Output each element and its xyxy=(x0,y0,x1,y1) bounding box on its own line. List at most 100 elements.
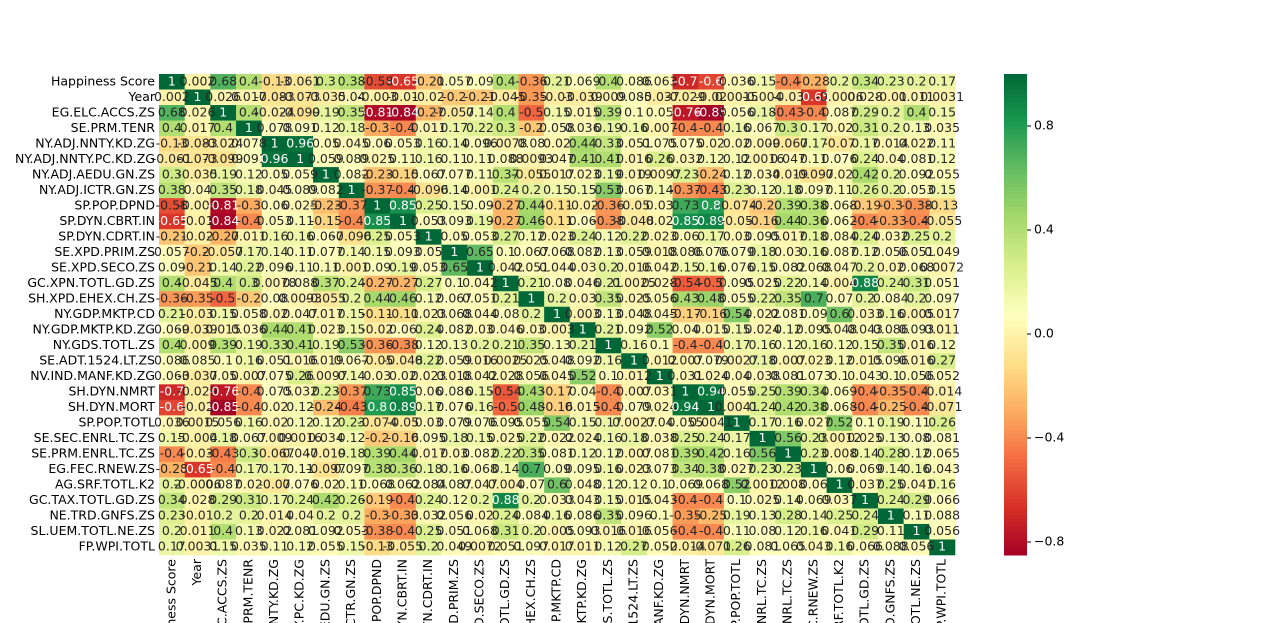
heatmap-cell xyxy=(184,89,211,106)
heatmap-cell xyxy=(852,229,879,245)
heatmap-cell xyxy=(544,306,571,323)
heatmap-cell xyxy=(595,384,622,401)
cell-label: 0.54 xyxy=(543,415,571,430)
heatmap-cell xyxy=(364,182,391,199)
heatmap-cell xyxy=(544,384,571,401)
heatmap-cell xyxy=(159,368,185,385)
heatmap-cell xyxy=(159,477,185,494)
cell-label: 0.06 xyxy=(800,477,828,492)
heatmap-cell xyxy=(646,120,673,137)
cell-label: 1 xyxy=(476,259,484,274)
heatmap-cell xyxy=(929,136,956,152)
heatmap-cell xyxy=(646,213,673,230)
cell-label: 0.42 xyxy=(312,492,340,507)
heatmap-cell xyxy=(492,182,519,199)
cell-label: -0.37 xyxy=(361,182,393,197)
heatmap-cell xyxy=(210,244,237,261)
x-tick-label: SE.ADT.1524.LT.ZS xyxy=(626,559,641,623)
cell-label: 0.11 xyxy=(440,151,468,166)
heatmap-cell xyxy=(364,322,391,339)
heatmap-cell xyxy=(415,291,442,308)
cell-label: 0.04 xyxy=(286,508,314,523)
heatmap-cell xyxy=(826,89,853,106)
cell-label: 0.06 xyxy=(671,228,699,243)
colorbar-segment xyxy=(1004,266,1027,271)
heatmap-cell xyxy=(287,229,314,245)
heatmap-cell xyxy=(518,244,545,261)
cell-label: 0.02 xyxy=(697,135,725,150)
heatmap-cell xyxy=(313,151,340,168)
heatmap-cell xyxy=(903,275,930,292)
cell-label: 0.069 xyxy=(565,73,601,88)
cell-label: 0.15 xyxy=(748,73,776,88)
heatmap-cell xyxy=(569,384,596,401)
heatmap-cell xyxy=(877,461,904,478)
cell-label: 1 xyxy=(168,73,176,88)
y-tick-label: SP.POP.TOTL xyxy=(78,415,155,430)
cell-label: 0.2 xyxy=(547,290,567,305)
cell-label: 0.12 xyxy=(415,337,443,352)
heatmap-cell xyxy=(390,167,417,183)
heatmap-cell xyxy=(646,477,673,494)
heatmap-cell xyxy=(261,260,288,277)
heatmap-cell xyxy=(544,461,571,478)
heatmap-cell xyxy=(749,477,776,494)
cell-label: 0.52 xyxy=(826,415,854,430)
heatmap-cell xyxy=(698,213,725,230)
cell-label: 0.02 xyxy=(466,508,494,523)
cell-label: 0.16 xyxy=(466,399,494,414)
heatmap-cell xyxy=(698,461,725,478)
heatmap-cell xyxy=(467,399,494,416)
heatmap-cell xyxy=(775,120,802,137)
heatmap-cell xyxy=(775,384,802,401)
colorbar-segment xyxy=(1004,526,1027,532)
heatmap-cell xyxy=(749,446,776,463)
heatmap-cell xyxy=(595,260,622,277)
colorbar-segment xyxy=(1004,78,1027,83)
heatmap-cell xyxy=(800,213,827,230)
cell-label: 0.96 xyxy=(286,135,314,150)
colorbar-segment xyxy=(1004,330,1027,336)
heatmap-cell xyxy=(184,477,211,494)
cell-label: 0.16 xyxy=(415,135,443,150)
colorbar-segment xyxy=(1004,246,1027,251)
heatmap-cell xyxy=(621,384,648,401)
cell-label: 0.051 xyxy=(924,275,960,290)
heatmap-cell xyxy=(903,415,930,432)
heatmap-cell xyxy=(698,306,725,323)
heatmap-cell xyxy=(415,368,442,385)
colorbar-segment xyxy=(1004,126,1027,131)
colorbar-segment xyxy=(1004,498,1027,504)
heatmap-cell xyxy=(236,430,263,447)
heatmap-cell xyxy=(929,182,956,199)
heatmap-cell xyxy=(364,368,391,385)
heatmap-cell xyxy=(441,477,468,494)
heatmap-cell xyxy=(877,198,904,214)
heatmap-cell xyxy=(800,306,827,323)
cell-label: 0.031 xyxy=(642,384,678,399)
colorbar-segment xyxy=(1004,242,1027,247)
cell-label: -0.5 xyxy=(519,104,543,119)
heatmap-cell xyxy=(569,74,596,90)
heatmap-cell xyxy=(877,120,904,137)
cell-label: 0.4 xyxy=(213,120,233,135)
colorbar-segment xyxy=(1004,306,1027,311)
heatmap-cell xyxy=(518,337,545,354)
colorbar-segment xyxy=(1004,346,1027,352)
cell-label: 0.2 xyxy=(342,508,362,523)
cell-label: -0.055 xyxy=(383,539,423,554)
heatmap-cell xyxy=(569,136,596,152)
cell-label: -0.061 xyxy=(280,73,320,88)
heatmap-cell xyxy=(672,291,699,308)
heatmap-cell xyxy=(749,260,776,277)
heatmap-cell xyxy=(698,291,725,308)
heatmap-cell xyxy=(492,306,519,323)
heatmap-cell xyxy=(723,384,750,401)
heatmap-cell xyxy=(364,244,391,261)
y-tick-label: SH.XPD.EHEX.CH.ZS xyxy=(28,290,155,305)
heatmap-cell xyxy=(210,275,237,292)
heatmap-cell xyxy=(390,89,417,106)
heatmap-cell xyxy=(826,275,853,292)
heatmap-cell xyxy=(723,461,750,478)
heatmap-cell xyxy=(569,415,596,432)
